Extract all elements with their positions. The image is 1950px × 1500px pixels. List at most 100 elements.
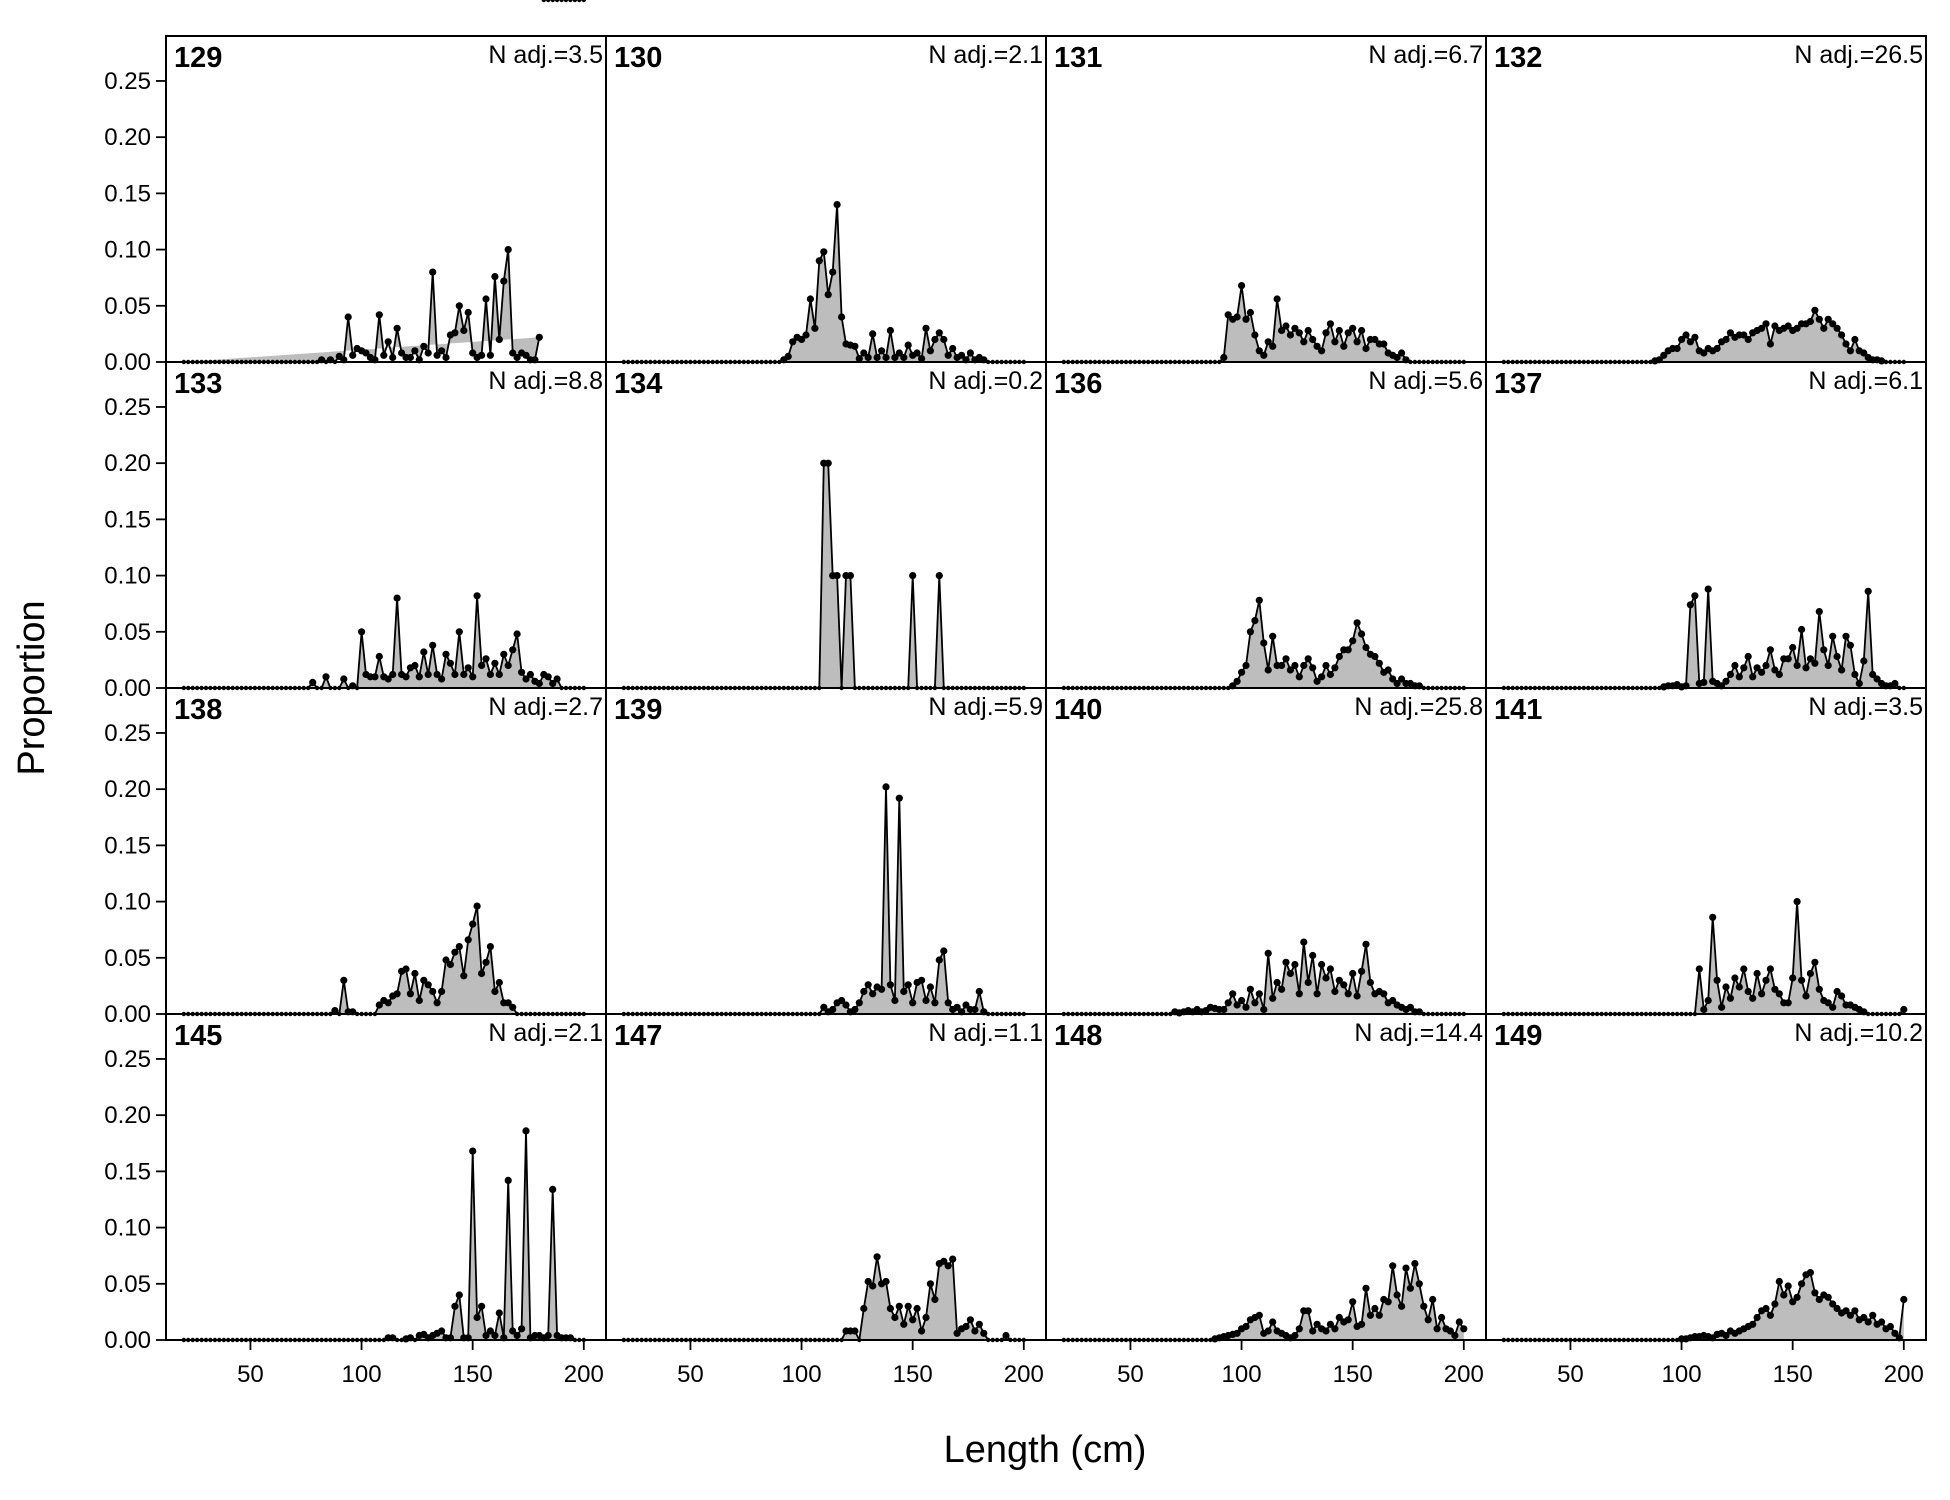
- panel-130-point: [789, 338, 797, 346]
- panel-138-point: [424, 981, 432, 989]
- panel-137-point: [1775, 670, 1783, 679]
- panel-141-point: [1829, 1003, 1837, 1011]
- panel-129-point: [469, 349, 477, 357]
- panel-133-point: [371, 673, 379, 681]
- panel-138-point: [393, 990, 401, 998]
- panel-140-point: [1229, 990, 1237, 998]
- panel-133-point: [482, 655, 490, 663]
- panel-149-point: [1806, 1269, 1814, 1277]
- panel-133-point: [433, 670, 441, 679]
- panel-129-point: [438, 347, 446, 355]
- panel-137-point: [1700, 678, 1708, 687]
- panel-130-point: [829, 268, 837, 276]
- panel-147-point: [900, 1320, 908, 1328]
- panel-130-point: [895, 349, 903, 357]
- panel-137-point: [1829, 632, 1837, 640]
- panel-133-point: [460, 670, 468, 679]
- panel-149-point: [1878, 1318, 1886, 1326]
- panel-140-point: [1309, 951, 1317, 960]
- panel-139-point: [971, 1005, 979, 1014]
- panel-140-point: [1380, 990, 1388, 998]
- panel-141-point: [1824, 999, 1832, 1007]
- panel-140-point: [1269, 994, 1277, 1002]
- panel-133-point: [544, 673, 552, 681]
- panel-131: 131 N adj.=6.7: [1045, 35, 1487, 365]
- panel-149-point: [1780, 1291, 1788, 1299]
- panel-130-point: [958, 351, 966, 359]
- panel-148-point: [1438, 1313, 1446, 1322]
- panel-136-point: [1349, 637, 1357, 645]
- panel-140-point: [1295, 990, 1303, 998]
- panel-131-point: [1371, 335, 1379, 344]
- panel-138-point: [415, 996, 423, 1005]
- panel-149-point: [1793, 1293, 1801, 1301]
- panel-129-point: [411, 347, 419, 355]
- panel-137-point: [1873, 675, 1881, 683]
- panel-148-point: [1326, 1320, 1334, 1328]
- panel-148-point: [1393, 1291, 1401, 1299]
- panel-148-point: [1291, 1331, 1299, 1340]
- panel-133-point: [513, 630, 521, 638]
- y-tick-label: 0.00: [104, 675, 151, 702]
- panel-141-point: [1775, 990, 1783, 998]
- panel-132-point: [1758, 324, 1766, 332]
- panel-137-area: [1503, 589, 1904, 688]
- x-tick-label: 100: [1222, 1361, 1262, 1388]
- panel-129-label: 129: [174, 42, 222, 74]
- panel-134-point: [846, 572, 855, 580]
- panel-149-point: [1864, 1318, 1872, 1326]
- panel-138-point: [486, 943, 494, 951]
- panel-140-point: [1220, 1005, 1228, 1014]
- panel-140-frame: [1045, 687, 1487, 1015]
- panel-141-point: [1798, 976, 1806, 984]
- panel-138-point: [406, 990, 414, 998]
- panel-147-point: [909, 1316, 917, 1324]
- panel-137-point: [1802, 664, 1810, 672]
- panel-133-point: [473, 592, 481, 600]
- panel-130-point: [815, 257, 823, 265]
- panel-133-point: [358, 628, 366, 636]
- panel-137-point: [1864, 587, 1872, 595]
- panel-131-point: [1251, 331, 1259, 339]
- panel-148-point: [1384, 1298, 1392, 1306]
- panel-139-point: [882, 783, 890, 791]
- panel-139-n-adj: N adj.=5.9: [928, 693, 1043, 721]
- y-tick-label: 0.15: [104, 506, 151, 533]
- panel-137-point: [1798, 625, 1806, 634]
- panel-131-point: [1398, 349, 1406, 357]
- panel-138-point: [469, 920, 477, 928]
- panel-147-point: [882, 1277, 890, 1286]
- panel-145-point: [518, 1325, 526, 1333]
- panel-141-point: [1762, 976, 1770, 984]
- panel-145-point: [509, 1327, 517, 1335]
- panel-130-point: [949, 344, 957, 353]
- panel-129-point: [504, 246, 512, 254]
- panel-139: 139 N adj.=5.9: [605, 687, 1047, 1017]
- panel-138-point: [504, 999, 512, 1007]
- panel-148-point: [1371, 1304, 1379, 1313]
- panel-149-point: [1789, 1298, 1797, 1306]
- panel-129-point: [393, 324, 401, 332]
- panel-140-point: [1304, 978, 1312, 987]
- panel-149-point: [1824, 1293, 1832, 1301]
- panel-149-point: [1775, 1277, 1783, 1286]
- panel-130-point: [869, 330, 877, 338]
- panel-132-point: [1784, 322, 1792, 330]
- panel-147-point: [886, 1304, 895, 1313]
- panel-145-point: [438, 1327, 446, 1335]
- panel-131-point: [1349, 324, 1357, 332]
- panel-141-point: [1735, 983, 1743, 991]
- panel-133-point: [309, 678, 317, 687]
- panel-130-point: [882, 353, 890, 362]
- panel-131-point: [1291, 324, 1299, 332]
- panel-133-point: [522, 675, 530, 683]
- panel-139-label: 139: [614, 694, 662, 726]
- panel-136-point: [1269, 632, 1277, 640]
- panel-134-label: 134: [614, 368, 662, 400]
- panel-134-point: [824, 459, 832, 467]
- panel-131-n-adj: N adj.=6.7: [1368, 41, 1483, 69]
- panel-141-point: [1784, 999, 1792, 1007]
- panel-147-point: [966, 1316, 975, 1324]
- panel-136-point: [1233, 677, 1241, 685]
- panel-129-point: [513, 353, 521, 362]
